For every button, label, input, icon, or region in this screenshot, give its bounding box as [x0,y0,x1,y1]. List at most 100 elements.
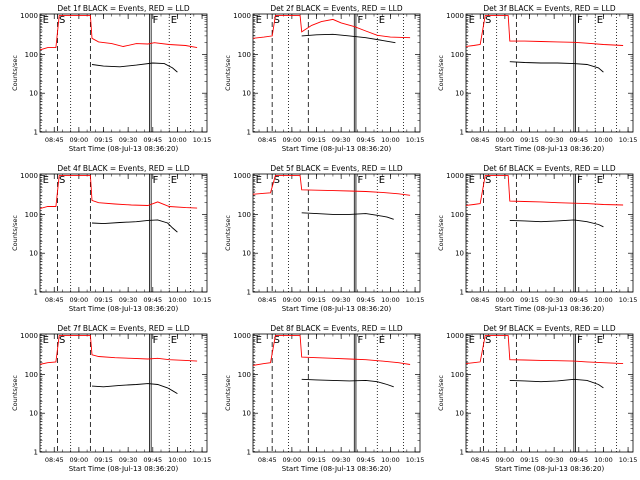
x-tick-label: 09:30 [332,136,351,144]
x-tick-label: 09:15 [520,296,539,304]
x-axis-label: Start Time (08-Jul-13 08:36:20) [282,465,392,473]
x-tick-label: 09:30 [545,296,564,304]
x-tick-label: 10:15 [619,456,638,464]
y-tick-label: 10 [29,250,38,258]
x-tick-label: 10:00 [381,296,400,304]
marker-label: F [153,175,159,186]
marker-label: E [171,175,177,186]
y-tick-label: 1 [34,289,38,297]
y-tick-label: 1000 [446,12,464,20]
marker-label: F [153,335,159,346]
x-tick-label: 09:15 [307,456,326,464]
y-axis-label: Counts/sec [224,215,232,251]
series-line-events [91,219,178,233]
x-tick-label: 09:15 [520,136,539,144]
y-tick-label: 1 [460,129,464,137]
y-axis-label: Counts/sec [11,55,19,91]
x-axis-label: Start Time (08-Jul-13 08:36:20) [495,145,605,153]
x-tick-label: 10:15 [193,136,212,144]
series-line-events [301,33,396,44]
x-tick-label: 10:00 [381,456,400,464]
y-tick-label: 100 [238,371,251,379]
x-tick-label: 09:00 [496,136,515,144]
marker-label: E [43,15,49,26]
marker-label: S [59,175,65,186]
y-tick-label: 1000 [233,332,251,340]
series-line-lld [466,175,624,206]
y-tick-label: 1000 [233,12,251,20]
marker-label: S [485,175,491,186]
series-line-lld [466,335,624,365]
marker-label: E [597,15,603,26]
x-tick-label: 09:30 [545,456,564,464]
panel-title: Det 7f BLACK = Events, RED = LLD [57,324,190,333]
marker-label: F [357,335,363,346]
x-tick-label: 09:15 [520,456,539,464]
x-tick-label: 10:15 [193,456,212,464]
y-tick-label: 100 [451,211,464,219]
marker-label: S [59,15,65,26]
y-axis-label: Counts/sec [11,215,19,251]
y-tick-label: 10 [29,410,38,418]
marker-label: S [59,335,65,346]
y-tick-label: 1 [247,449,251,457]
y-tick-label: 1000 [446,172,464,180]
x-tick-label: 09:15 [94,296,113,304]
x-tick-label: 10:00 [168,136,187,144]
marker-label: F [577,15,583,26]
x-tick-label: 10:15 [406,456,425,464]
panel-title: Det 2f BLACK = Events, RED = LLD [270,4,403,13]
plot-frame [39,173,208,293]
marker-label: S [485,15,491,26]
y-tick-label: 1 [460,289,464,297]
x-axis-label: Start Time (08-Jul-13 08:36:20) [495,305,605,313]
y-axis-label: Counts/sec [437,55,445,91]
marker-label: F [577,175,583,186]
y-tick-label: 100 [451,371,464,379]
x-axis-label: Start Time (08-Jul-13 08:36:20) [69,465,179,473]
y-tick-label: 100 [238,211,251,219]
y-tick-label: 10 [242,410,251,418]
x-tick-label: 09:30 [332,296,351,304]
x-tick-label: 09:00 [283,136,302,144]
series-line-events [301,212,394,220]
x-tick-label: 09:00 [70,456,89,464]
panel-title: Det 6f BLACK = Events, RED = LLD [483,164,616,173]
x-tick-label: 10:15 [406,136,425,144]
y-tick-label: 100 [25,211,38,219]
marker-label: E [469,15,475,26]
x-tick-label: 08:45 [471,456,490,464]
y-axis-label: Counts/sec [11,375,19,411]
x-tick-label: 09:00 [496,296,515,304]
panel-9: Det 9f BLACK = Events, RED = LLD 1 10 100 10… [437,324,637,473]
x-tick-label: 10:15 [619,296,638,304]
x-axis-label: Start Time (08-Jul-13 08:36:20) [495,465,605,473]
marker-label: E [379,175,385,186]
y-tick-label: 10 [29,90,38,98]
x-tick-label: 09:45 [143,136,162,144]
x-tick-label: 09:45 [143,296,162,304]
panel-1: Det 1f BLACK = Events, RED = LLD 1 10 100 10… [11,4,211,153]
y-tick-label: 1 [34,129,38,137]
marker-label: E [379,335,385,346]
x-tick-label: 09:30 [545,136,564,144]
x-tick-label: 09:45 [356,136,375,144]
x-tick-label: 08:45 [471,296,490,304]
y-tick-label: 1 [247,289,251,297]
x-tick-label: 10:00 [594,296,613,304]
series-line-events [301,378,394,388]
panel-8: Det 8f BLACK = Events, RED = LLD 1 10 100 10… [224,324,424,473]
plot-frame [465,13,634,133]
marker-label: E [171,15,177,26]
x-axis-label: Start Time (08-Jul-13 08:36:20) [282,305,392,313]
panel-title: Det 4f BLACK = Events, RED = LLD [57,164,190,173]
y-tick-label: 10 [242,250,251,258]
y-axis-label: Counts/sec [437,215,445,251]
y-tick-label: 100 [451,51,464,59]
plot-frame [465,173,634,293]
marker-label: E [469,335,475,346]
plot-frame [39,333,208,453]
x-tick-label: 09:00 [283,296,302,304]
x-tick-label: 09:00 [70,296,89,304]
